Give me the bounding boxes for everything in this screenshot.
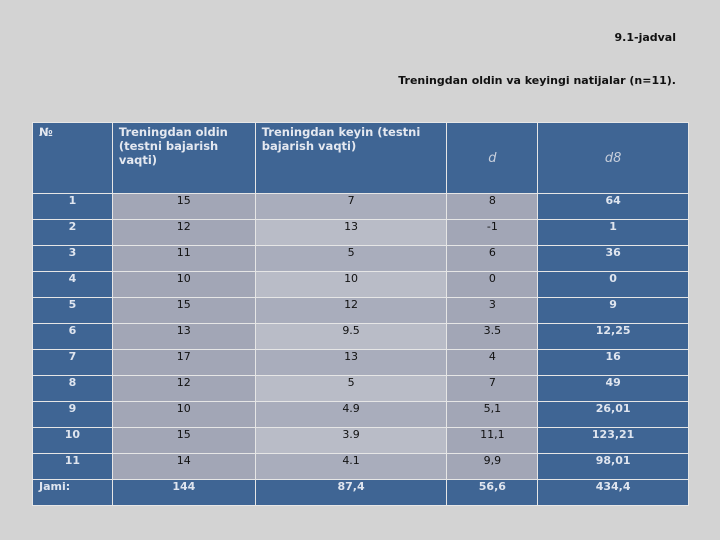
table-cell: 12 [254,297,448,324]
table-cell: 10 [111,401,256,428]
table-cell: 7 [446,375,539,402]
total-cell: 144 [111,479,256,506]
table-row: 7 17 13 4 16 [32,349,689,376]
table-cell: 6 [446,245,539,272]
table-row: 3 11 5 6 36 [32,245,689,272]
table-cell: 13 [111,323,256,350]
table-cell: 4 [446,349,539,376]
table-cell: 5 [254,375,448,402]
table-cell: 9,9 [446,453,539,480]
table-cell: 8 [32,375,113,402]
table-cell: 7 [32,349,113,376]
total-cell: Jami: [32,479,113,506]
table-cell: 5,1 [446,401,539,428]
table-cell: 4 [32,271,113,298]
table-row: 10 15 3.9 11,1 123,21 [32,427,689,454]
table-cell: 14 [111,453,256,480]
table-cell: 5 [32,297,113,324]
table-cell: 64 [537,193,689,220]
table-cell: 9 [537,297,689,324]
table-cell: 49 [537,375,689,402]
column-header: Treningdan keyin (testni bajarish vaqti) [254,122,448,194]
table-row: 5 15 12 3 9 [32,297,689,324]
table-cell: 10 [32,427,113,454]
table-cell: 11,1 [446,427,539,454]
table-body: № Treningdan oldin (testni bajarish vaqti… [32,122,689,506]
table-cell: 36 [537,245,689,272]
table-cell: 16 [537,349,689,376]
table-cell: 15 [111,427,256,454]
table-cell: 3.5 [446,323,539,350]
table-cell: 13 [254,219,448,246]
table-cell: 3 [32,245,113,272]
table-cell: 98,01 [537,453,689,480]
table-cell: 12 [111,219,256,246]
table-cell: 1 [537,219,689,246]
table-cell: -1 [446,219,539,246]
table-cell: 15 [111,193,256,220]
table-row: 8 12 5 7 49 [32,375,689,402]
table-row: 1 15 7 8 64 [32,193,689,220]
table-cell: 11 [32,453,113,480]
table-cell: 12 [111,375,256,402]
total-cell: 434,4 [537,479,689,506]
table-cell: 11 [111,245,256,272]
table-cell: 17 [111,349,256,376]
table-cell: 13 [254,349,448,376]
table-cell: 2 [32,219,113,246]
table-row: 9 10 4.9 5,1 26,01 [32,401,689,428]
table-cell: 9 [32,401,113,428]
table-cell: 7 [254,193,448,220]
table-cell: 10 [111,271,256,298]
table-row: 6 13 9.5 3.5 12,25 [32,323,689,350]
table-cell: 6 [32,323,113,350]
data-table: № Treningdan oldin (testni bajarish vaqti… [32,122,689,506]
table-cell: 1 [32,193,113,220]
column-header: d [446,122,539,194]
table-cell: 3 [446,297,539,324]
table-cell: 0 [446,271,539,298]
table-row: 11 14 4.1 9,9 98,01 [32,453,689,480]
table-cell: 4.1 [254,453,448,480]
table-cell: 10 [254,271,448,298]
total-cell: 87,4 [254,479,448,506]
table-title: Treningdan oldin va keyingi natijalar (n… [398,74,676,87]
table-label: 9.1-jadval [614,31,676,44]
column-header: d8 [537,122,689,194]
column-header: Treningdan oldin (testni bajarish vaqti) [111,122,256,194]
table-cell: 5 [254,245,448,272]
table-cell: 123,21 [537,427,689,454]
total-row: Jami: 144 87,4 56,6 434,4 [32,479,689,506]
header-row: № Treningdan oldin (testni bajarish vaqti… [32,122,689,194]
total-cell: 56,6 [446,479,539,506]
table-row: 2 12 13 -1 1 [32,219,689,246]
table-cell: 0 [537,271,689,298]
table-cell: 26,01 [537,401,689,428]
table-cell: 15 [111,297,256,324]
table-cell: 8 [446,193,539,220]
table-cell: 4.9 [254,401,448,428]
table-row: 4 10 10 0 0 [32,271,689,298]
table-cell: 12,25 [537,323,689,350]
column-header: № [32,122,113,194]
table-cell: 9.5 [254,323,448,350]
table-cell: 3.9 [254,427,448,454]
